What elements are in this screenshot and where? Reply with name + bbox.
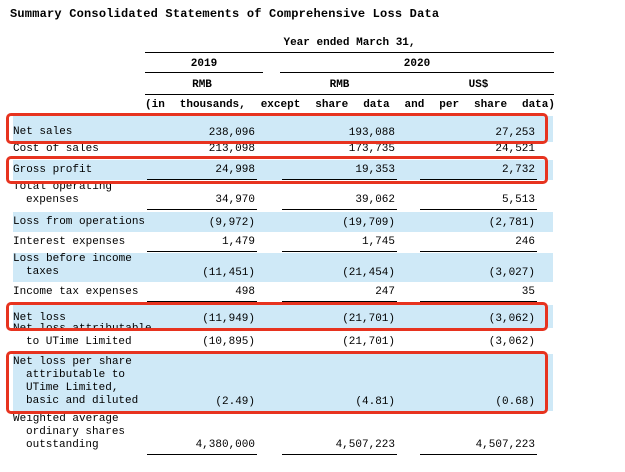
table-row-loss-from-operations: Loss from operations (9,972) (19,709) (2… [13,212,553,232]
currency-header-row: RMB RMB US$ [145,79,554,95]
value-2020-rmb: 4,507,223 [282,413,397,455]
value-2019-rmb: 34,970 [147,184,257,210]
row-label: Income tax expenses [13,286,139,298]
year-column-2020: 2020 [280,58,554,73]
table-row-total-operating-expenses: Total operating expenses 34,970 39,062 5… [13,181,553,210]
value-2020-rmb: 39,062 [282,184,397,210]
value-2020-usd: (3,062) [488,313,535,325]
value-2020-usd: 2,732 [420,160,537,180]
value-2020-usd: (3,027) [488,267,535,279]
value-2020-usd: 5,513 [420,184,537,210]
value-2020-usd: (2,781) [488,217,535,229]
value-2019-rmb: 213,098 [147,143,257,159]
value-2020-rmb: 247 [282,286,397,302]
value-2020-rmb: (19,709) [342,217,395,229]
value-2019-rmb: 238,096 [208,127,255,139]
page-title: Summary Consolidated Statements of Compr… [10,7,440,21]
table-row-cost-of-sales: Cost of sales 213,098 173,735 24,521 [13,143,553,159]
row-label: Net loss [13,312,66,324]
value-2020-usd: 35 [420,286,537,302]
period-header: Year ended March 31, [145,37,554,53]
row-label: Net sales [13,126,73,138]
value-2019-rmb: 4,380,000 [147,413,257,455]
currency-header-2020-usd: US$ [468,79,489,91]
table-row-interest-expenses: Interest expenses 1,479 1,745 246 [13,236,553,252]
value-2019-rmb: (2.49) [215,396,255,408]
value-2019-rmb: (11,451) [202,267,255,279]
value-2019-rmb: 24,998 [147,160,257,180]
value-2019-rmb: (9,972) [208,217,255,229]
value-2020-rmb: 1,745 [282,236,397,252]
row-label: Loss from operations [13,216,146,228]
row-label: Loss before income taxes [13,253,132,278]
value-2020-usd: (0.68) [495,396,535,408]
value-2020-rmb: (21,701) [342,313,395,325]
value-2020-usd: 24,521 [420,143,537,159]
value-2019-rmb: (10,895) [147,329,257,352]
value-2020-rmb: 173,735 [282,143,397,159]
value-2019-rmb: 1,479 [147,236,257,252]
row-label: Total operating expenses [13,181,113,206]
currency-header-2020-rmb: RMB [329,79,350,91]
table-row-income-tax-expenses: Income tax expenses 498 247 35 [13,286,553,302]
row-label: Interest expenses [13,236,126,248]
row-label: Net loss per share attributable to UTime… [13,356,139,407]
row-label: Weighted average ordinary shares outstan… [13,413,126,451]
table-row-gross-profit: Gross profit 24,998 19,353 2,732 [13,160,553,180]
table-row-weighted-average-shares: Weighted average ordinary shares outstan… [13,413,553,455]
value-2020-rmb: 19,353 [282,160,397,180]
row-label: Cost of sales [13,143,99,155]
value-2020-rmb: (21,454) [342,267,395,279]
table-row-loss-before-income-taxes: Loss before income taxes (11,451) (21,45… [13,253,553,282]
value-2020-rmb: 193,088 [348,127,395,139]
value-2019-rmb: 498 [147,286,257,302]
table-row-net-loss: Net loss (11,949) (21,701) (3,062) [13,305,553,328]
table-row-net-loss-attributable: Net loss attributable to UTime Limited (… [13,323,553,352]
row-label: Gross profit [13,164,93,176]
value-2020-rmb: (21,701) [282,329,397,352]
value-2020-rmb: (4.81) [355,396,395,408]
value-2020-usd: (3,062) [420,329,537,352]
value-2020-usd: 246 [420,236,537,252]
value-2020-usd: 27,253 [495,127,535,139]
table-row-net-loss-per-share: Net loss per share attributable to UTime… [13,354,553,411]
table-row-net-sales: Net sales 238,096 193,088 27,253 [13,116,553,142]
units-note: (in thousands, except share data and per… [145,99,555,111]
value-2019-rmb: (11,949) [202,313,255,325]
currency-header-2019-rmb: RMB [192,79,212,91]
year-column-2019: 2019 [145,58,263,73]
value-2020-usd: 4,507,223 [420,413,537,455]
